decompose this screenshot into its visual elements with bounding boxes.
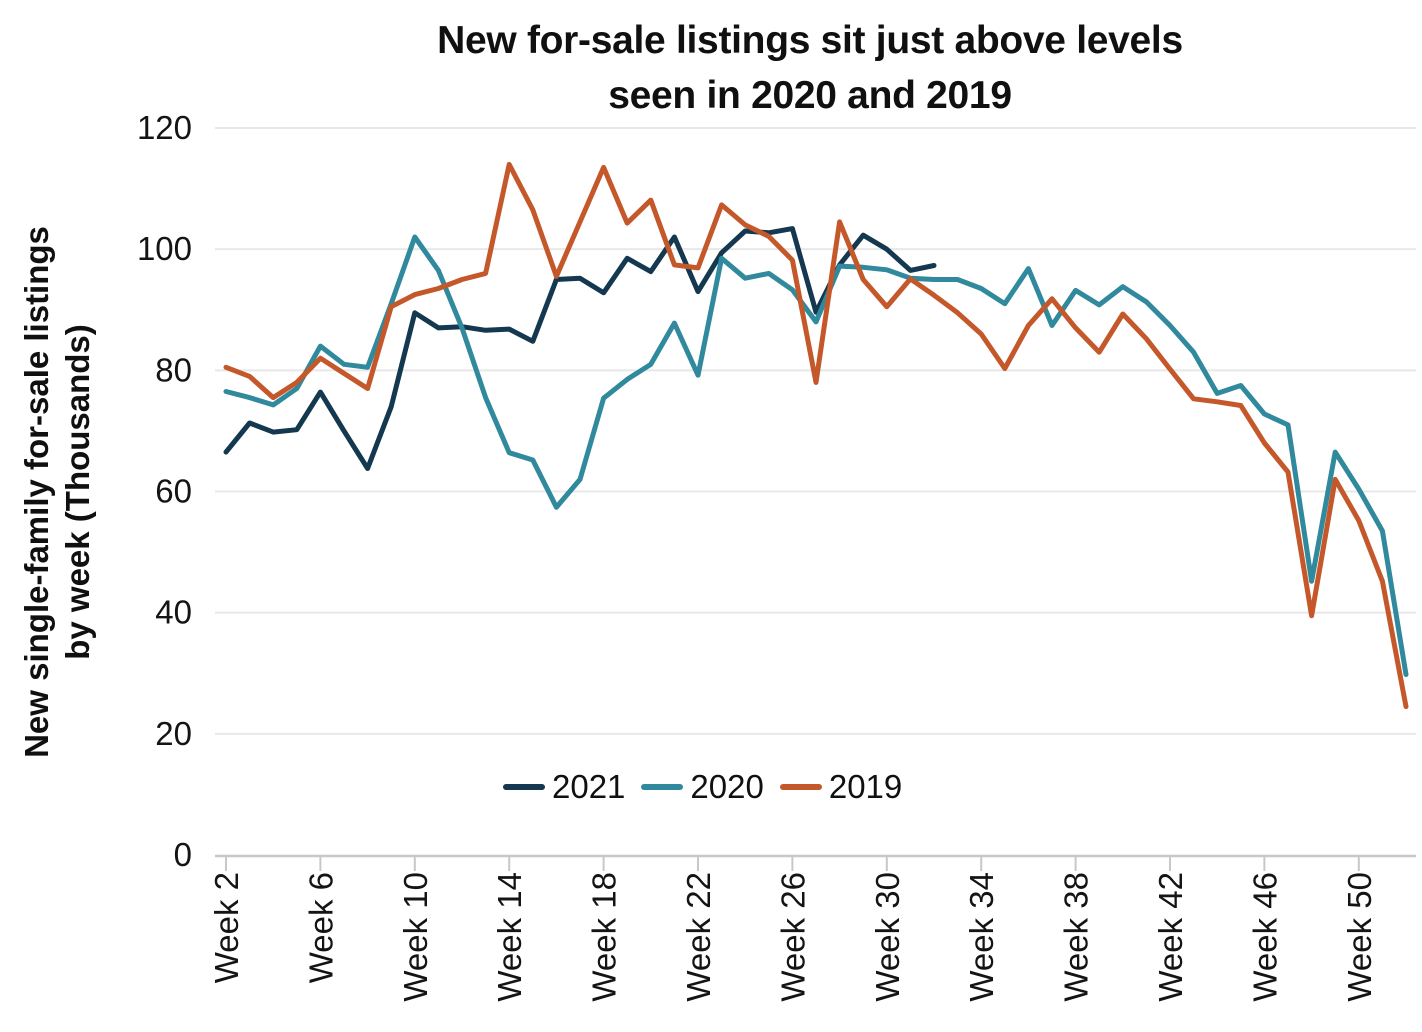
- x-tick-label-2: Week 2: [208, 872, 245, 983]
- x-tick-label-26: Week 26: [774, 872, 811, 1002]
- x-tick-label-30: Week 30: [869, 872, 906, 1002]
- y-tick-label-120: 120: [137, 109, 192, 146]
- legend-label-2020: 2020: [690, 768, 764, 805]
- x-tick-label-6: Week 6: [302, 872, 339, 983]
- y-tick-label-60: 60: [155, 473, 192, 510]
- chart-title-line1: New for-sale listings sit just above lev…: [437, 19, 1183, 62]
- legend-item-2019: 2019: [779, 768, 903, 805]
- x-tick-label-34: Week 34: [963, 872, 1000, 1002]
- legend-swatch-2019: [779, 783, 822, 790]
- x-tick-label-46: Week 46: [1246, 872, 1283, 1002]
- legend-swatch-2021: [503, 783, 545, 790]
- line-2020: [223, 234, 1409, 677]
- x-tick-label-10: Week 10: [397, 872, 434, 1002]
- y-tick-label-100: 100: [137, 230, 192, 267]
- legend-label-2019: 2019: [828, 768, 903, 805]
- legend-item-2020: 2020: [641, 768, 764, 805]
- line-2021: [223, 226, 937, 471]
- legend-item-2021: 2021: [503, 770, 625, 803]
- chart-title-line2: seen in 2020 and 2019: [608, 73, 1012, 117]
- x-tick-label-18: Week 18: [586, 872, 623, 1002]
- legend: 2021 2020 2019: [503, 770, 902, 803]
- x-tick-label-14: Week 14: [491, 872, 528, 1002]
- line-2019: [223, 161, 1409, 710]
- y-tick-label-0: 0: [174, 836, 192, 873]
- legend-label-2021: 2021: [552, 768, 626, 805]
- x-tick-label-50: Week 50: [1341, 872, 1378, 1002]
- chart-title: New for-sale listings sit just above lev…: [210, 14, 1410, 123]
- x-tick-label-22: Week 22: [680, 872, 717, 1002]
- y-tick-label-80: 80: [155, 351, 192, 388]
- x-tick-label-42: Week 42: [1152, 872, 1189, 1002]
- x-tick-label-38: Week 38: [1058, 872, 1095, 1002]
- y-tick-label-40: 40: [155, 594, 192, 631]
- y-tick-label-20: 20: [155, 715, 192, 752]
- legend-swatch-2020: [641, 783, 684, 790]
